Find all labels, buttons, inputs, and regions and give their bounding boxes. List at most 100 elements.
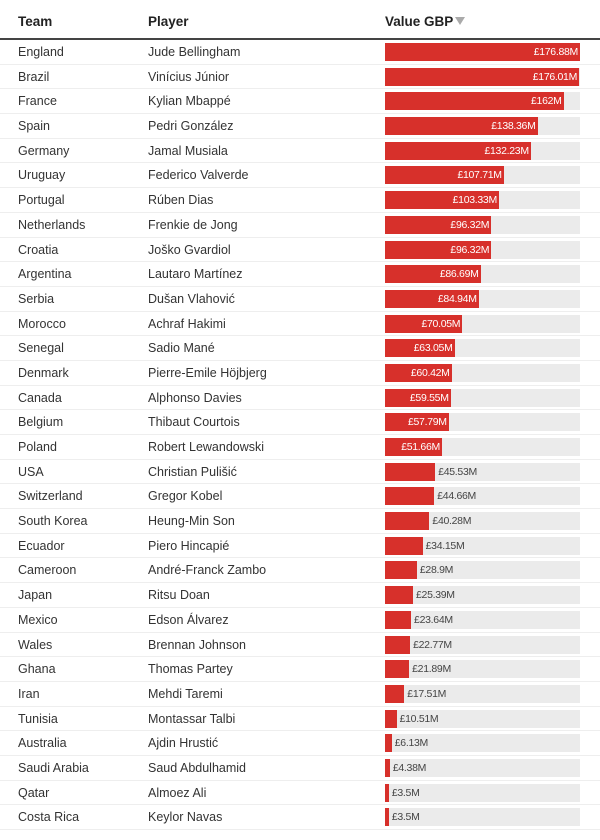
value-bar: [385, 610, 412, 629]
value-label: £25.39M: [415, 589, 455, 602]
value-label: £70.05M: [421, 317, 461, 330]
bar-track: £51.66M: [385, 438, 580, 456]
table-row: Netherlands Frenkie de Jong £96.32M: [0, 213, 600, 238]
value-bar: [385, 388, 451, 407]
value-label: £34.15M: [425, 539, 465, 552]
bar-track: £40.28M: [385, 512, 580, 531]
table-row: Qatar Almoez Ali £3.5M: [0, 781, 600, 806]
header-value[interactable]: Value GBP: [385, 14, 454, 29]
table-row: Australia Ajdin Hrustić £6.13M: [0, 731, 600, 756]
table-row: Portugal Rúben Dias £103.33M: [0, 188, 600, 213]
team-cell: Switzerland: [18, 489, 83, 504]
team-cell: Portugal: [18, 193, 65, 208]
player-cell: Kylian Mbappé: [148, 94, 231, 109]
value-label: £3.5M: [391, 786, 420, 799]
player-cell: Mehdi Taremi: [148, 686, 223, 701]
value-label: £162M: [531, 95, 562, 108]
value-label: £6.13M: [394, 737, 429, 750]
table-row: Argentina Lautaro Martínez £86.69M: [0, 262, 600, 287]
bar-track: £23.64M: [385, 610, 580, 629]
value-bar: [385, 561, 417, 580]
team-cell: Denmark: [18, 365, 69, 380]
value-bar: [385, 166, 504, 185]
player-cell: Piero Hincapié: [148, 538, 230, 553]
table-row: Morocco Achraf Hakimi £70.05M: [0, 312, 600, 337]
value-label: £138.36M: [491, 120, 536, 133]
table-row: Spain Pedri González £138.36M: [0, 114, 600, 139]
table-row: Ghana Thomas Partey £21.89M: [0, 657, 600, 682]
value-label: £4.38M: [392, 761, 427, 774]
table-row: Denmark Pierre-Emile Höjbjerg £60.42M: [0, 361, 600, 386]
value-bar: [385, 438, 442, 456]
table-row: Senegal Sadio Mané £63.05M: [0, 336, 600, 361]
team-cell: Wales: [18, 637, 53, 652]
table-row: Croatia Joško Gvardiol £96.32M: [0, 238, 600, 263]
team-cell: Canada: [18, 390, 62, 405]
table-row: USA Christian Pulišić £45.53M: [0, 460, 600, 485]
player-cell: Alphonso Davies: [148, 390, 242, 405]
team-cell: South Korea: [18, 514, 88, 529]
value-bar: [385, 808, 389, 827]
bar-track: £28.9M: [385, 561, 580, 580]
team-cell: France: [18, 94, 57, 109]
value-label: £44.66M: [437, 490, 476, 503]
table-row: Mexico Edson Álvarez £23.64M: [0, 608, 600, 633]
player-cell: Brennan Johnson: [148, 637, 246, 652]
table-row: Canada Alphonso Davies £59.55M: [0, 386, 600, 411]
value-bar: [385, 462, 436, 481]
value-bar: [385, 215, 492, 234]
player-cell: Saud Abdulhamid: [148, 760, 246, 775]
table-row: Poland Robert Lewandowski £51.66M: [0, 435, 600, 460]
table-row: France Kylian Mbappé £162M: [0, 89, 600, 115]
bar-track: £60.42M: [385, 363, 580, 382]
team-cell: Netherlands: [18, 217, 86, 232]
table-body: England Jude Bellingham £176.88M Brazil Viní…: [0, 40, 600, 830]
team-cell: Serbia: [18, 291, 55, 306]
player-cell: Federico Valverde: [148, 168, 249, 183]
team-cell: Japan: [18, 588, 53, 603]
value-bar: [385, 339, 455, 358]
team-cell: Belgium: [18, 415, 64, 430]
bar-track: £84.94M: [385, 289, 580, 308]
team-cell: Ecuador: [18, 538, 65, 553]
bar-track: £34.15M: [385, 536, 580, 555]
value-bar: [385, 191, 499, 210]
value-label: £103.33M: [452, 194, 498, 207]
team-cell: Mexico: [18, 612, 58, 627]
team-cell: Poland: [18, 440, 57, 454]
bar-track: £132.23M: [385, 141, 580, 160]
bar-track: £63.05M: [385, 339, 580, 358]
value-label: £10.51M: [399, 712, 439, 725]
table-row: Japan Ritsu Doan £25.39M: [0, 583, 600, 608]
player-cell: Rúben Dias: [148, 193, 214, 208]
player-cell: Pierre-Emile Höjbjerg: [148, 365, 267, 380]
value-label: £84.94M: [437, 292, 477, 305]
header-player[interactable]: Player: [148, 14, 189, 29]
value-bar: [385, 413, 449, 432]
team-cell: Ghana: [18, 662, 56, 677]
bar-track: £138.36M: [385, 117, 580, 136]
bar-track: £3.5M: [385, 783, 580, 802]
table-row: Brazil Vinícius Júnior £176.01M: [0, 65, 600, 90]
team-cell: Uruguay: [18, 168, 66, 183]
value-bar: [385, 512, 430, 531]
player-cell: Lautaro Martínez: [148, 267, 243, 282]
table-row: Wales Brennan Johnson £22.77M: [0, 633, 600, 658]
player-cell: Montassar Talbi: [148, 711, 236, 726]
team-cell: Brazil: [18, 69, 50, 84]
sort-descending-icon[interactable]: [455, 17, 465, 25]
value-label: £57.79M: [407, 416, 447, 429]
table-row: Uruguay Federico Valverde £107.71M: [0, 163, 600, 189]
table-header: Team Player Value GBP: [0, 0, 600, 40]
bar-track: £25.39M: [385, 586, 580, 605]
value-label: £51.66M: [401, 441, 440, 453]
bar-track: £86.69M: [385, 265, 580, 284]
value-bar: [385, 314, 463, 333]
player-cell: Edson Álvarez: [148, 612, 229, 627]
value-bar: [385, 684, 405, 703]
player-cell: Vinícius Júnior: [148, 69, 230, 84]
bar-track: £59.55M: [385, 388, 580, 407]
value-label: £17.51M: [407, 687, 447, 700]
value-bar: [385, 289, 479, 308]
header-team[interactable]: Team: [18, 14, 53, 29]
